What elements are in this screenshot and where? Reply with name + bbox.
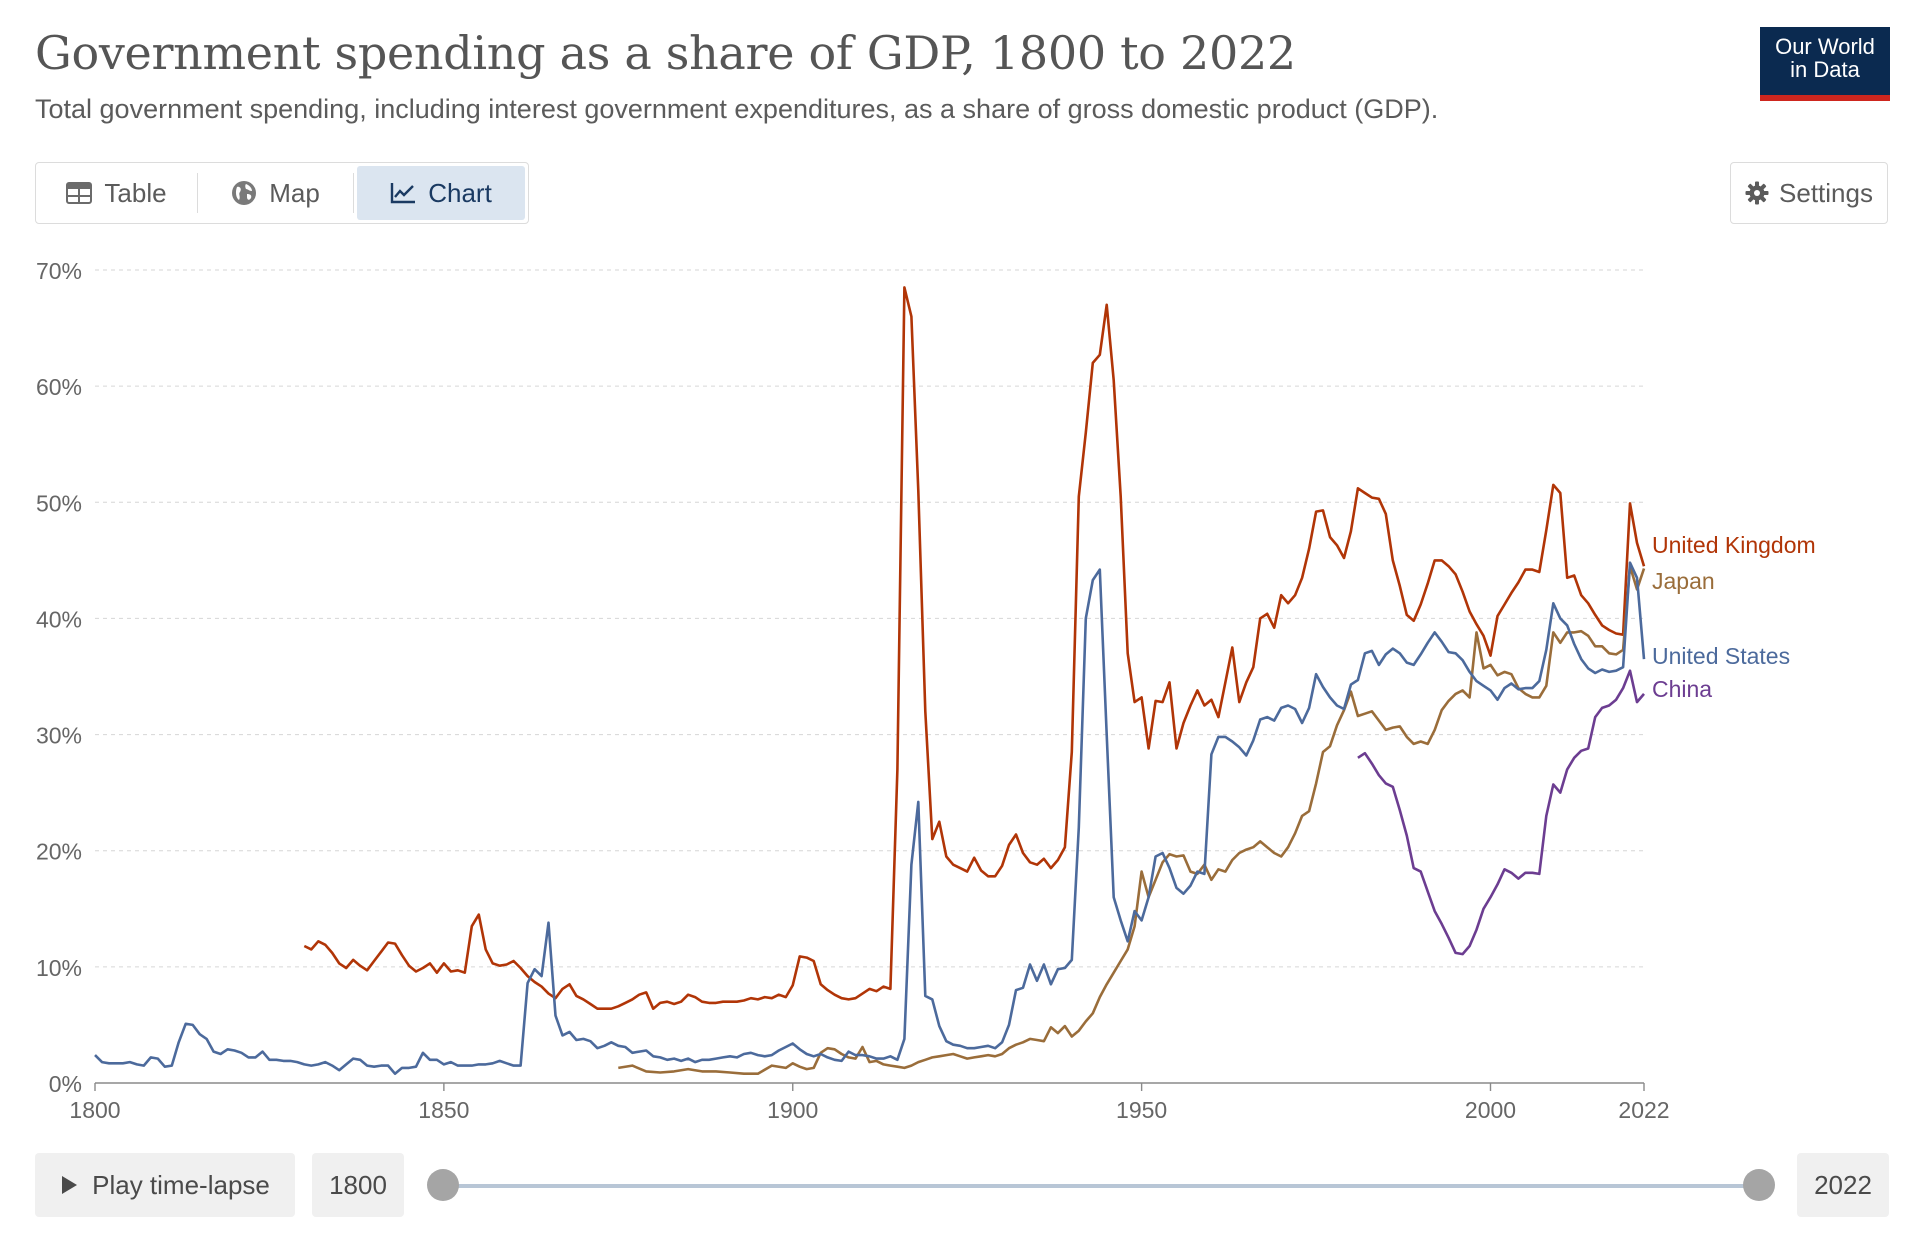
y-tick-label: 50% — [36, 490, 82, 516]
y-tick-label: 30% — [36, 723, 82, 749]
y-tick-label: 20% — [36, 839, 82, 865]
x-tick-label: 1900 — [767, 1097, 818, 1123]
series-label-china: China — [1652, 676, 1712, 702]
tab-table-label: Table — [104, 177, 167, 208]
y-tick-label: 0% — [49, 1071, 82, 1097]
table-icon — [66, 182, 93, 204]
view-tabs: Table Map Chart — [35, 162, 529, 224]
logo-line-1: Our World — [1775, 34, 1875, 59]
chart-title: Government spending as a share of GDP, 1… — [35, 26, 1296, 80]
end-year-box[interactable]: 2022 — [1797, 1153, 1889, 1217]
y-axis-ticks: 0% 10% 20% 30% 40% 50% 60% 70% — [36, 258, 82, 1097]
gridlines — [95, 269, 1644, 1084]
series-line-united-kingdom — [303, 286, 1646, 1010]
play-icon — [62, 1176, 78, 1194]
timeline-start-handle[interactable] — [427, 1169, 459, 1201]
y-tick-label: 40% — [36, 606, 82, 632]
timeline-end-handle[interactable] — [1743, 1169, 1775, 1201]
series-line-china — [1357, 669, 1645, 956]
settings-label: Settings — [1779, 177, 1873, 208]
y-tick-label: 70% — [36, 258, 82, 284]
tab-map[interactable]: Map — [198, 163, 353, 223]
series-label-united-states: United States — [1652, 643, 1790, 669]
settings-button[interactable]: Settings — [1730, 162, 1888, 224]
x-tick-label: 1950 — [1116, 1097, 1167, 1123]
chart-subtitle: Total government spending, including int… — [35, 94, 1439, 124]
series-label-japan: Japan — [1652, 568, 1715, 594]
series-line-united-states — [94, 561, 1646, 1075]
series-line-japan — [618, 564, 1646, 1075]
gear-icon — [1745, 181, 1769, 205]
timeline-slider-track[interactable] — [443, 1184, 1759, 1188]
x-tick-label: 2022 — [1618, 1097, 1669, 1123]
x-tick-label: 2000 — [1465, 1097, 1516, 1123]
y-tick-label: 60% — [36, 374, 82, 400]
line-chart: 0% 10% 20% 30% 40% 50% 60% 70% 1800 1850 1900 1950… — [36, 258, 1816, 1123]
series-labels: United Kingdom Japan United States China — [1652, 532, 1816, 702]
tab-divider — [353, 173, 355, 213]
owid-logo[interactable]: Our World in Data — [1760, 27, 1890, 101]
globe-icon — [232, 181, 257, 205]
line-chart-icon — [391, 183, 416, 204]
tab-map-label: Map — [269, 177, 320, 208]
tab-chart-label: Chart — [428, 177, 492, 208]
tab-chart[interactable]: Chart — [357, 166, 525, 220]
tab-divider — [197, 173, 198, 213]
x-tick-label: 1800 — [69, 1097, 120, 1123]
play-label: Play time-lapse — [92, 1169, 270, 1200]
series-lines — [94, 286, 1646, 1075]
tab-table[interactable]: Table — [36, 163, 197, 223]
y-tick-label: 10% — [36, 955, 82, 981]
x-axis-ticks: 1800 1850 1900 1950 2000 2022 — [69, 1083, 1670, 1123]
play-timelapse-button[interactable]: Play time-lapse — [35, 1153, 295, 1217]
timeline-controls: Play time-lapse 1800 2022 — [35, 1153, 1889, 1217]
series-label-united-kingdom: United Kingdom — [1652, 532, 1816, 558]
logo-line-2: in Data — [1790, 57, 1860, 82]
start-year-box[interactable]: 1800 — [312, 1153, 404, 1217]
x-tick-label: 1850 — [418, 1097, 469, 1123]
